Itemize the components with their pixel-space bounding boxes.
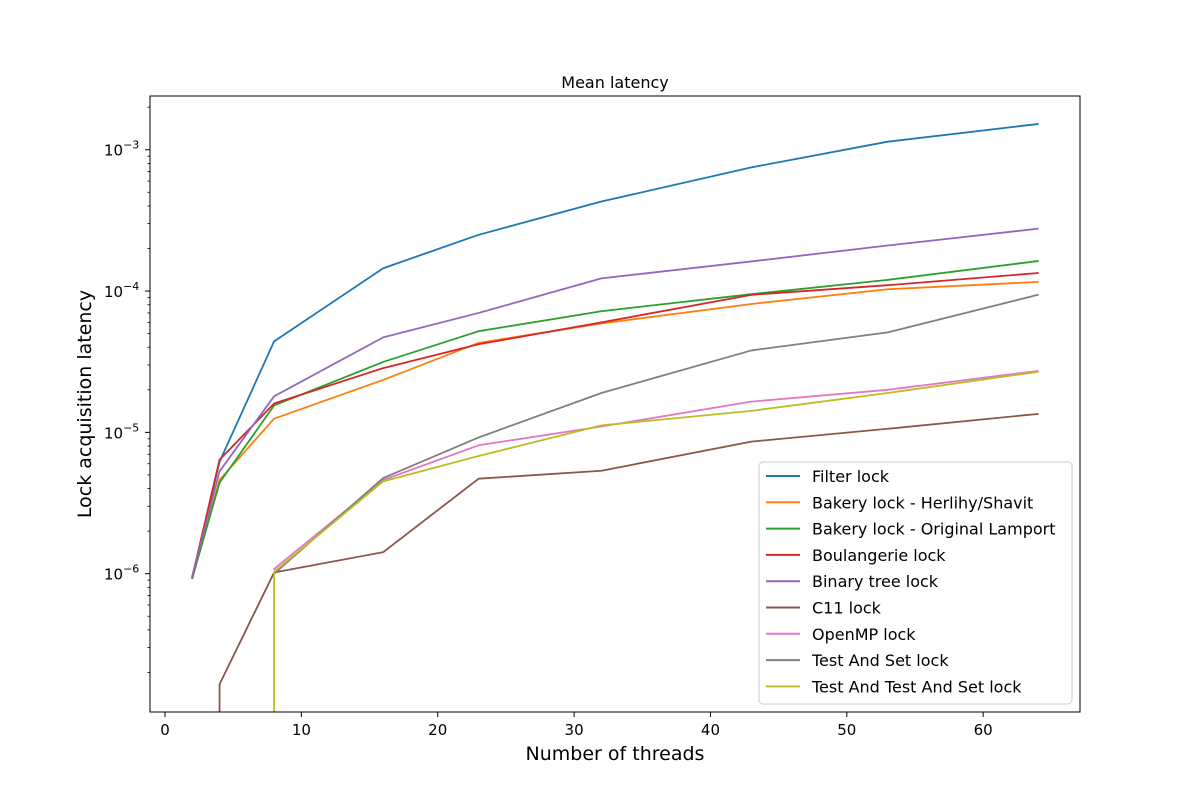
x-tick-label: 30 (565, 721, 584, 739)
series-line-openmp-lock (272, 369, 1039, 571)
plot-frame (149, 95, 1081, 713)
x-tick-label: 10 (292, 721, 311, 739)
series-line-c11-lock (218, 412, 1039, 712)
series-layer (191, 123, 1039, 712)
y-tick-label: 10−4 (104, 280, 139, 301)
y-tick-label: 10−6 (104, 563, 139, 584)
x-tick-label: 20 (428, 721, 447, 739)
x-axis: 0 10 20 30 40 50 60 (160, 712, 993, 739)
series-line-binary-tree-lock (191, 227, 1039, 578)
legend-label: Test And Test And Set lock (811, 677, 1022, 696)
legend-label: OpenMP lock (812, 625, 916, 644)
legend-frame (758, 461, 1073, 705)
legend-label: Bakery lock - Herlihy/Shavit (812, 493, 1033, 512)
x-tick-label: 60 (974, 721, 993, 739)
series-line-bakery-lock-original-lamport (191, 260, 1039, 580)
legend-label: C11 lock (812, 599, 882, 618)
x-tick-label: 0 (160, 721, 170, 739)
y-axis-title: Lock acquisition latency (74, 290, 96, 518)
legend-label: Filter lock (812, 467, 890, 486)
legend-label: Test And Set lock (811, 651, 949, 670)
series-line-boulangerie-lock (191, 272, 1039, 578)
series-line-bakery-lock-herlihy-shavit (191, 280, 1039, 580)
series-line-filter-lock (191, 123, 1039, 578)
x-tick-label: 40 (701, 721, 720, 739)
x-axis-title: Number of threads (526, 743, 705, 765)
legend-label: Bakery lock - Original Lamport (812, 520, 1056, 539)
y-tick-label: 10−3 (104, 139, 139, 160)
legend: Filter lock Bakery lock - Herlihy/Shavit B… (758, 461, 1073, 705)
series-line-test-and-set-lock (272, 293, 1039, 575)
y-axis: 10−6 10−5 10−4 10−3 (104, 106, 150, 673)
series-line-test-and-test-and-set-lock (273, 370, 1039, 712)
y-tick-label: 10−5 (104, 421, 139, 442)
chart-title: Mean latency (561, 73, 668, 92)
legend-label: Binary tree lock (812, 572, 939, 591)
legend-label: Boulangerie lock (812, 546, 946, 565)
x-tick-label: 50 (837, 721, 856, 739)
